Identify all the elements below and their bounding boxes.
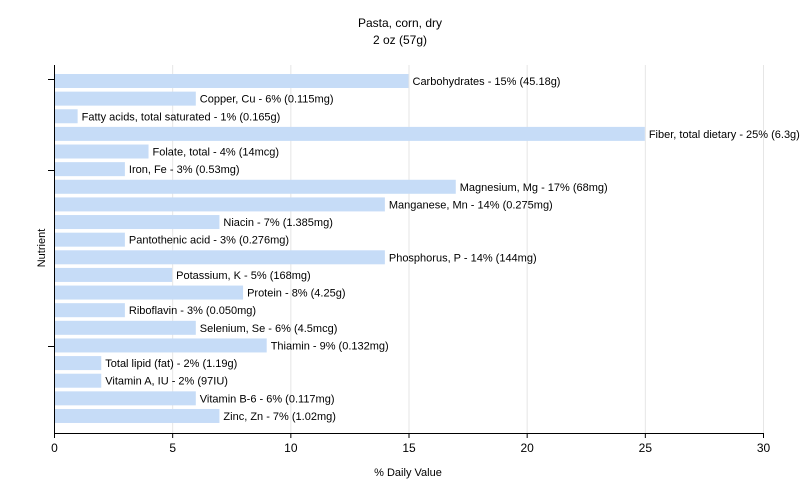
bar: [55, 215, 220, 230]
bar-label: Pantothenic acid - 3% (0.276mg): [129, 235, 289, 247]
bar-label: Magnesium, Mg - 17% (68mg): [460, 182, 608, 194]
bar-label: Phosphorus, P - 14% (144mg): [389, 252, 537, 264]
bar: [55, 232, 125, 247]
bar: [55, 285, 244, 300]
bar-label: Riboflavin - 3% (0.050mg): [129, 305, 256, 317]
x-tick-label: 15: [402, 441, 416, 455]
bar-label: Fatty acids, total saturated - 1% (0.165…: [82, 111, 281, 123]
bar: [55, 179, 456, 194]
bar: [55, 408, 220, 423]
bar-label: Vitamin B-6 - 6% (0.117mg): [200, 393, 335, 405]
bar-label: Thiamin - 9% (0.132mg): [271, 340, 389, 352]
bar: [55, 356, 102, 371]
grid: [172, 65, 764, 433]
bar-label: Fiber, total dietary - 25% (6.3g): [649, 129, 800, 141]
bar-label: Protein - 8% (4.25g): [247, 288, 345, 300]
bar: [55, 197, 385, 212]
bar: [55, 320, 196, 335]
x-tick-label: 20: [520, 441, 534, 455]
bar-label: Niacin - 7% (1.385mg): [223, 217, 332, 229]
bar-label: Iron, Fe - 3% (0.53mg): [129, 164, 240, 176]
bar: [55, 250, 385, 265]
bar-label: Total lipid (fat) - 2% (1.19g): [105, 358, 237, 370]
chart-subtitle: 2 oz (57g): [373, 33, 427, 47]
bar: [55, 91, 196, 106]
bar-label: Folate, total - 4% (14mcg): [153, 147, 280, 159]
bar-label: Selenium, Se - 6% (4.5mcg): [200, 323, 338, 335]
x-axis-title: % Daily Value: [374, 467, 442, 479]
bar: [55, 144, 149, 159]
bar: [55, 126, 645, 141]
x-tick-label: 10: [284, 441, 298, 455]
bar: [55, 303, 125, 318]
bar: [55, 74, 409, 88]
bar-label: Vitamin A, IU - 2% (97IU): [105, 376, 228, 388]
chart-title: Pasta, corn, dry: [358, 16, 442, 30]
bar: [55, 267, 173, 282]
x-tick-label: 25: [639, 441, 653, 455]
bar: [55, 338, 267, 353]
bars: Carbohydrates - 15% (45.18g) Copper, Cu -…: [55, 74, 800, 423]
bar-label: Manganese, Mn - 14% (0.275mg): [389, 199, 553, 211]
bar: [55, 162, 125, 177]
bar: [55, 391, 196, 406]
x-tick-label: 5: [169, 441, 176, 455]
bar-label: Copper, Cu - 6% (0.115mg): [200, 94, 334, 106]
axes: 0 5 10 15 20 25 30: [48, 65, 770, 455]
bar: [55, 373, 102, 388]
x-tick-label: 30: [757, 441, 771, 455]
bar: [55, 109, 78, 124]
y-axis-title: Nutrient: [36, 229, 48, 268]
bar-label: Potassium, K - 5% (168mg): [176, 270, 310, 282]
bar-label: Zinc, Zn - 7% (1.02mg): [223, 411, 335, 423]
x-tick-label: 0: [51, 441, 58, 455]
bar-label: Carbohydrates - 15% (45.18g): [413, 76, 561, 88]
